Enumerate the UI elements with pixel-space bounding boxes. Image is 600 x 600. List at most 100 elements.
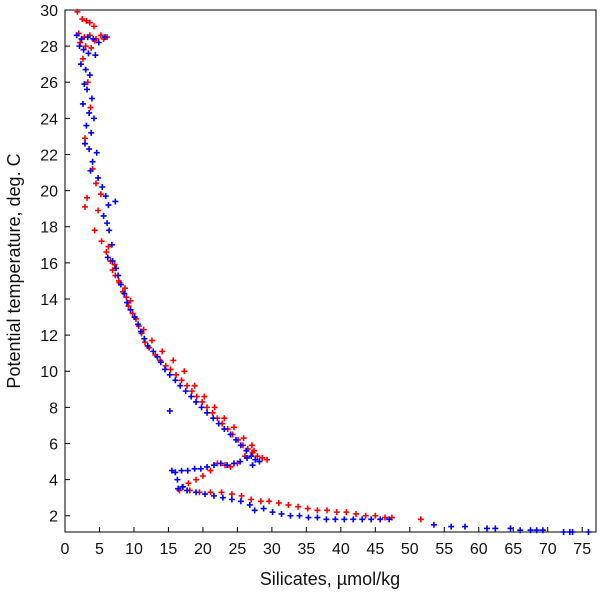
data-point	[95, 39, 102, 46]
data-point	[74, 8, 81, 15]
data-point	[240, 435, 247, 442]
data-point	[448, 523, 455, 530]
x-tick-label: 30	[263, 541, 281, 558]
data-point	[109, 267, 116, 274]
data-point	[131, 314, 138, 321]
data-point	[111, 261, 118, 268]
data-point	[112, 198, 119, 205]
data-point	[90, 23, 97, 30]
y-axis-title: Potential temperature, deg. C	[4, 153, 24, 388]
data-point	[199, 398, 206, 405]
data-point	[182, 388, 189, 395]
data-point	[305, 514, 312, 521]
x-tick-label: 65	[504, 541, 522, 558]
data-point	[115, 277, 122, 284]
data-point	[517, 527, 524, 534]
data-point	[105, 243, 112, 250]
data-point	[97, 32, 104, 39]
data-point	[172, 377, 179, 384]
data-point	[95, 207, 102, 214]
data-point	[121, 290, 128, 297]
data-point	[78, 35, 85, 42]
data-point	[124, 299, 131, 306]
data-point	[386, 516, 393, 523]
data-point	[93, 180, 100, 187]
data-point	[377, 516, 384, 523]
data-point	[86, 72, 93, 79]
data-point	[221, 415, 228, 422]
data-point	[204, 409, 211, 416]
data-point	[170, 357, 177, 364]
data-point	[210, 492, 217, 499]
data-point	[224, 462, 231, 469]
data-point	[87, 167, 94, 174]
data-point	[256, 458, 263, 465]
data-point	[179, 483, 186, 490]
data-point	[125, 303, 132, 310]
y-tick-label: 8	[49, 400, 58, 417]
data-point	[569, 529, 576, 535]
x-axis-ticks: 0 5 10 15 20 25 30 35 40 45 50 55 60 65 70 75	[61, 527, 591, 558]
x-tick-label: 45	[366, 541, 384, 558]
data-point	[81, 81, 88, 88]
data-point	[154, 353, 161, 360]
y-tick-label: 18	[40, 220, 58, 237]
data-point	[219, 494, 226, 501]
data-point	[199, 473, 206, 480]
data-point	[91, 227, 98, 234]
data-point	[191, 382, 198, 389]
data-point	[82, 43, 89, 50]
data-point	[73, 32, 80, 39]
data-point	[228, 491, 235, 498]
data-point	[193, 398, 200, 405]
y-tick-label: 22	[40, 147, 58, 164]
data-point	[98, 238, 105, 245]
data-point	[103, 249, 110, 256]
data-point	[417, 516, 424, 523]
data-point	[209, 409, 216, 416]
data-point	[230, 424, 237, 431]
data-point	[84, 86, 91, 93]
data-point	[127, 297, 134, 304]
data-point	[148, 337, 155, 344]
y-tick-label: 20	[40, 184, 58, 201]
data-point	[484, 525, 491, 532]
data-point	[560, 529, 567, 535]
x-tick-label: 15	[160, 541, 178, 558]
data-point	[117, 281, 124, 288]
data-point	[191, 465, 198, 472]
data-point	[201, 393, 208, 400]
x-tick-label: 35	[297, 541, 315, 558]
data-point	[492, 525, 499, 532]
data-point	[166, 407, 173, 414]
data-point	[198, 404, 205, 411]
data-point	[168, 467, 175, 474]
data-point	[237, 498, 244, 505]
data-point	[184, 467, 191, 474]
data-point	[259, 454, 266, 461]
data-point	[87, 104, 94, 111]
data-point	[381, 514, 388, 521]
y-tick-label: 28	[40, 39, 58, 56]
data-points	[73, 8, 592, 535]
data-point	[285, 501, 292, 508]
data-point	[204, 404, 211, 411]
data-point	[105, 202, 112, 209]
data-point	[84, 34, 91, 41]
y-tick-label: 4	[49, 473, 58, 490]
data-point	[81, 140, 88, 147]
data-point	[166, 371, 173, 378]
data-point	[90, 35, 97, 42]
data-point	[178, 467, 185, 474]
data-point	[430, 521, 437, 528]
data-point	[215, 420, 222, 427]
data-point	[144, 342, 151, 349]
data-point	[106, 227, 113, 234]
data-point	[252, 456, 259, 463]
data-point	[86, 109, 93, 116]
data-point	[85, 50, 92, 57]
data-point	[167, 366, 174, 373]
data-point	[585, 529, 592, 535]
data-point	[79, 55, 86, 62]
